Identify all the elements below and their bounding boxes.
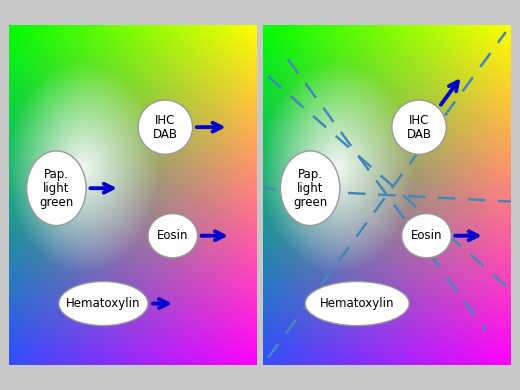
Text: IHC
DAB: IHC DAB bbox=[407, 113, 432, 141]
Ellipse shape bbox=[59, 282, 148, 326]
Text: IHC
DAB: IHC DAB bbox=[153, 113, 178, 141]
Text: Pap.
light
green: Pap. light green bbox=[293, 168, 327, 209]
Text: Hematoxylin: Hematoxylin bbox=[66, 297, 141, 310]
Text: Eosin: Eosin bbox=[411, 229, 442, 242]
Ellipse shape bbox=[280, 151, 340, 225]
Text: Eosin: Eosin bbox=[157, 229, 188, 242]
Text: Hematoxylin: Hematoxylin bbox=[320, 297, 395, 310]
Ellipse shape bbox=[392, 100, 446, 154]
Ellipse shape bbox=[138, 100, 192, 154]
Ellipse shape bbox=[27, 151, 86, 225]
Ellipse shape bbox=[402, 214, 451, 258]
Ellipse shape bbox=[305, 282, 409, 326]
Ellipse shape bbox=[148, 214, 198, 258]
Text: Pap.
light
green: Pap. light green bbox=[40, 168, 73, 209]
